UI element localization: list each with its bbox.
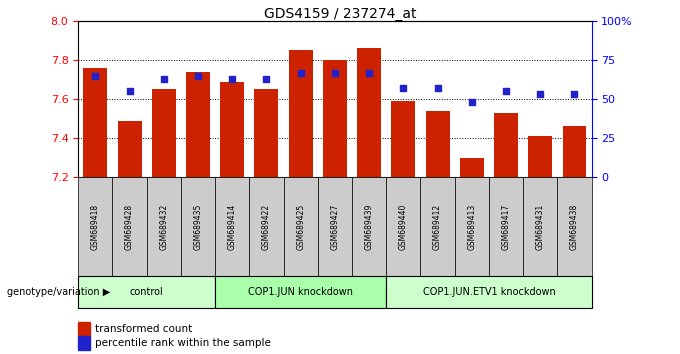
Point	[90, 73, 101, 79]
Bar	[220, 81, 244, 177]
Text: GSM689422: GSM689422	[262, 204, 271, 250]
Text: GSM689412: GSM689412	[433, 204, 442, 250]
Text: GSM689414: GSM689414	[228, 204, 237, 250]
Bar	[254, 89, 278, 177]
Bar	[152, 89, 175, 177]
Text: percentile rank within the sample: percentile rank within the sample	[95, 338, 271, 348]
Bar	[357, 48, 381, 177]
Bar	[323, 60, 347, 177]
Bar	[562, 126, 586, 177]
Point	[534, 92, 545, 97]
Text: GSM689428: GSM689428	[125, 204, 134, 250]
Text: GSM689438: GSM689438	[570, 204, 579, 250]
Text: GDS4159 / 237274_at: GDS4159 / 237274_at	[264, 7, 416, 21]
Point	[432, 85, 443, 91]
Text: GSM689413: GSM689413	[467, 204, 476, 250]
Point	[192, 73, 203, 79]
Point	[261, 76, 272, 82]
Text: GSM689425: GSM689425	[296, 204, 305, 250]
Point	[158, 76, 169, 82]
Text: GSM689439: GSM689439	[364, 203, 373, 250]
Text: GSM689440: GSM689440	[399, 203, 408, 250]
Bar	[289, 51, 313, 177]
Point	[295, 70, 306, 75]
Text: GSM689418: GSM689418	[91, 204, 100, 250]
Point	[569, 92, 580, 97]
Bar	[84, 68, 107, 177]
Point	[466, 99, 477, 105]
Text: GSM689435: GSM689435	[194, 203, 203, 250]
Text: genotype/variation ▶: genotype/variation ▶	[7, 287, 110, 297]
Point	[226, 76, 238, 82]
Bar	[528, 136, 552, 177]
Point	[364, 70, 375, 75]
Bar	[426, 111, 449, 177]
Text: GSM689427: GSM689427	[330, 204, 339, 250]
Point	[124, 88, 135, 94]
Point	[500, 88, 511, 94]
Text: COP1.JUN.ETV1 knockdown: COP1.JUN.ETV1 knockdown	[422, 287, 556, 297]
Text: GSM689432: GSM689432	[159, 204, 168, 250]
Text: GSM689417: GSM689417	[502, 204, 511, 250]
Text: control: control	[130, 287, 163, 297]
Bar	[494, 113, 518, 177]
Bar	[392, 101, 415, 177]
Bar	[118, 120, 141, 177]
Point	[329, 70, 340, 75]
Bar	[460, 158, 483, 177]
Text: COP1.JUN knockdown: COP1.JUN knockdown	[248, 287, 353, 297]
Text: transformed count: transformed count	[95, 324, 192, 334]
Point	[398, 85, 409, 91]
Text: GSM689431: GSM689431	[536, 204, 545, 250]
Bar	[186, 72, 210, 177]
